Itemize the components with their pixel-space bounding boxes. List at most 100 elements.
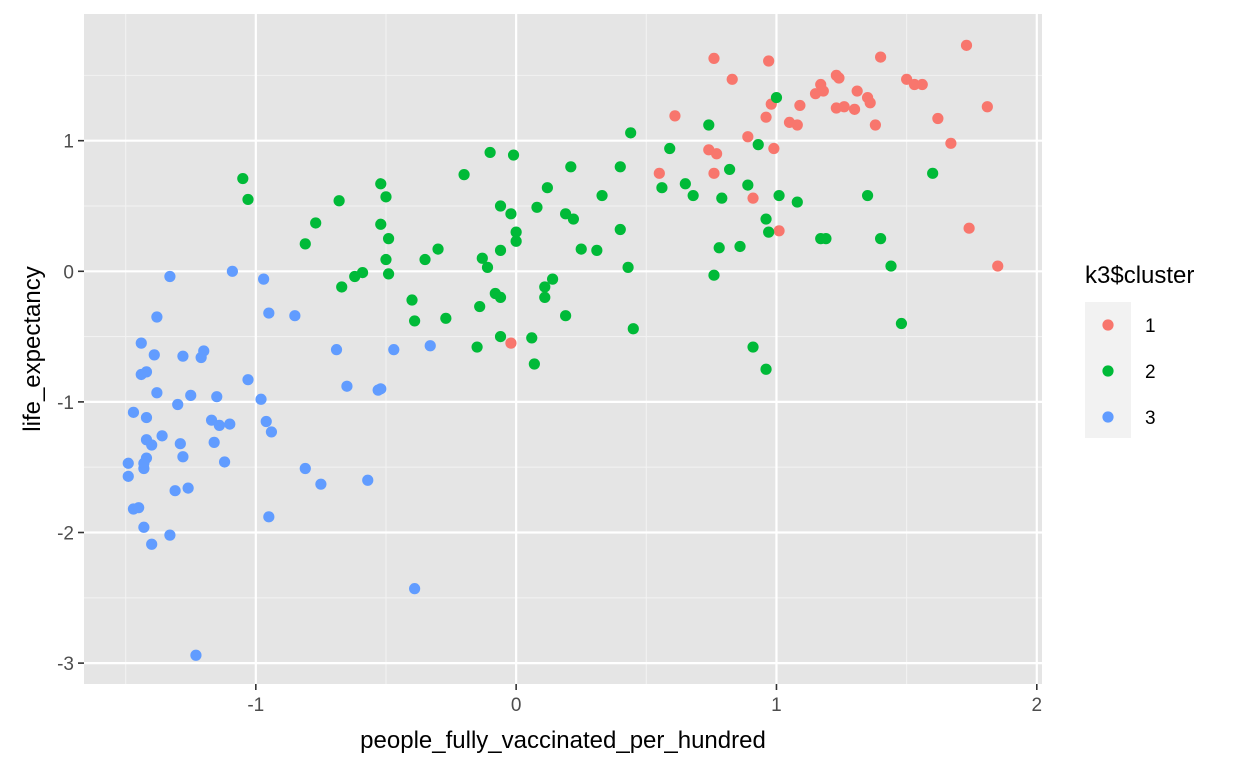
data-point-cluster-1 xyxy=(768,142,780,155)
data-point-cluster-3 xyxy=(190,649,202,661)
legend-label-cluster-3: 3 xyxy=(1145,408,1156,429)
y-tick-label: -2 xyxy=(57,523,74,544)
legend-label-cluster-2: 2 xyxy=(1145,362,1156,383)
data-point-cluster-3 xyxy=(151,311,163,323)
major-gridlines xyxy=(84,14,1042,684)
data-point-cluster-2 xyxy=(560,310,572,322)
data-point-cluster-1 xyxy=(760,111,772,123)
data-point-cluster-2 xyxy=(380,191,392,203)
data-point-cluster-1 xyxy=(848,103,861,115)
data-point-cluster-3 xyxy=(140,366,153,378)
data-point-cluster-1 xyxy=(960,39,973,51)
data-point-cluster-1 xyxy=(932,112,944,125)
data-point-cluster-3 xyxy=(409,583,421,595)
data-point-cluster-2 xyxy=(299,238,311,250)
data-point-cluster-1 xyxy=(908,78,921,91)
y-tick-label: -3 xyxy=(57,654,74,675)
legend-title: k3$cluster xyxy=(1085,262,1194,289)
y-tick-label: 0 xyxy=(63,262,74,283)
data-point-cluster-2 xyxy=(724,163,736,176)
legend-items: 1 2 3 xyxy=(1102,316,1156,429)
y-axis-ticks: -3 -2 -1 0 1 xyxy=(57,132,84,675)
data-point-cluster-3 xyxy=(299,462,311,475)
x-axis-title: people_fully_vaccinated_per_hundred xyxy=(360,727,766,754)
data-point-cluster-2 xyxy=(336,281,348,293)
data-point-cluster-3 xyxy=(255,393,267,405)
data-point-cluster-2 xyxy=(773,189,785,202)
data-point-cluster-3 xyxy=(164,529,176,541)
data-point-cluster-2 xyxy=(614,161,626,173)
data-point-cluster-2 xyxy=(861,189,874,202)
y-tick-label: -1 xyxy=(57,393,74,414)
data-point-cluster-2 xyxy=(747,341,759,353)
data-point-cluster-1 xyxy=(874,51,887,63)
data-point-cluster-1 xyxy=(817,85,829,97)
data-point-cluster-2 xyxy=(476,252,488,264)
data-point-cluster-2 xyxy=(687,189,699,202)
legend-key-cluster-3 xyxy=(1102,411,1114,423)
x-axis-ticks: -1 0 1 2 xyxy=(247,684,1042,716)
data-point-cluster-1 xyxy=(708,52,720,65)
data-point-cluster-2 xyxy=(627,323,639,335)
data-point-cluster-2 xyxy=(494,200,507,212)
data-point-cluster-2 xyxy=(507,149,520,161)
data-point-cluster-3 xyxy=(341,380,353,392)
data-point-cluster-2 xyxy=(510,226,522,238)
data-points xyxy=(122,39,1004,661)
data-point-cluster-3 xyxy=(211,391,223,403)
data-point-cluster-2 xyxy=(356,266,369,279)
data-point-cluster-2 xyxy=(539,281,551,293)
data-point-cluster-2 xyxy=(481,261,494,273)
data-point-cluster-2 xyxy=(375,178,387,190)
data-point-cluster-3 xyxy=(133,502,145,514)
data-point-cluster-3 xyxy=(362,474,374,486)
data-point-cluster-2 xyxy=(708,269,720,281)
x-tick-label: -1 xyxy=(247,695,264,716)
minor-gridlines xyxy=(84,14,1042,684)
data-point-cluster-2 xyxy=(541,182,553,194)
data-point-cluster-2 xyxy=(625,127,637,139)
data-point-cluster-1 xyxy=(708,167,720,179)
data-point-cluster-2 xyxy=(375,218,387,230)
data-point-cluster-2 xyxy=(505,208,517,220)
data-point-cluster-2 xyxy=(734,240,746,253)
data-point-cluster-3 xyxy=(198,345,210,357)
data-point-cluster-2 xyxy=(791,196,803,208)
data-point-cluster-2 xyxy=(656,182,668,194)
data-point-cluster-3 xyxy=(135,337,147,349)
data-point-cluster-3 xyxy=(258,273,270,285)
data-point-cluster-3 xyxy=(148,349,160,361)
data-point-cluster-3 xyxy=(177,451,189,463)
data-point-cluster-1 xyxy=(794,99,806,112)
data-point-cluster-3 xyxy=(263,511,275,523)
data-point-cluster-1 xyxy=(653,167,665,179)
data-point-cluster-1 xyxy=(710,148,723,160)
data-point-cluster-2 xyxy=(471,341,483,353)
data-point-cluster-3 xyxy=(330,344,343,356)
data-point-cluster-1 xyxy=(726,73,738,85)
data-point-cluster-3 xyxy=(260,415,272,428)
data-point-cluster-3 xyxy=(185,389,197,401)
data-point-cluster-3 xyxy=(172,398,184,411)
data-point-cluster-3 xyxy=(140,452,153,464)
data-point-cluster-3 xyxy=(122,470,134,482)
data-point-cluster-3 xyxy=(242,374,254,386)
data-point-cluster-1 xyxy=(763,55,775,67)
data-point-cluster-2 xyxy=(874,233,887,245)
data-point-cluster-1 xyxy=(833,72,845,84)
y-axis-title: life_expectancy xyxy=(19,266,46,431)
data-point-cluster-2 xyxy=(885,260,897,272)
data-point-cluster-3 xyxy=(146,439,158,451)
data-point-cluster-3 xyxy=(127,406,140,418)
data-point-cluster-3 xyxy=(122,457,134,469)
data-point-cluster-1 xyxy=(992,260,1004,272)
data-point-cluster-1 xyxy=(773,225,785,237)
data-point-cluster-1 xyxy=(747,192,759,204)
data-point-cluster-2 xyxy=(406,294,418,306)
data-point-cluster-2 xyxy=(531,201,543,213)
data-point-cluster-3 xyxy=(218,456,231,468)
data-point-cluster-2 xyxy=(760,363,772,375)
y-tick-label: 1 xyxy=(63,132,74,153)
data-point-cluster-2 xyxy=(237,172,249,185)
